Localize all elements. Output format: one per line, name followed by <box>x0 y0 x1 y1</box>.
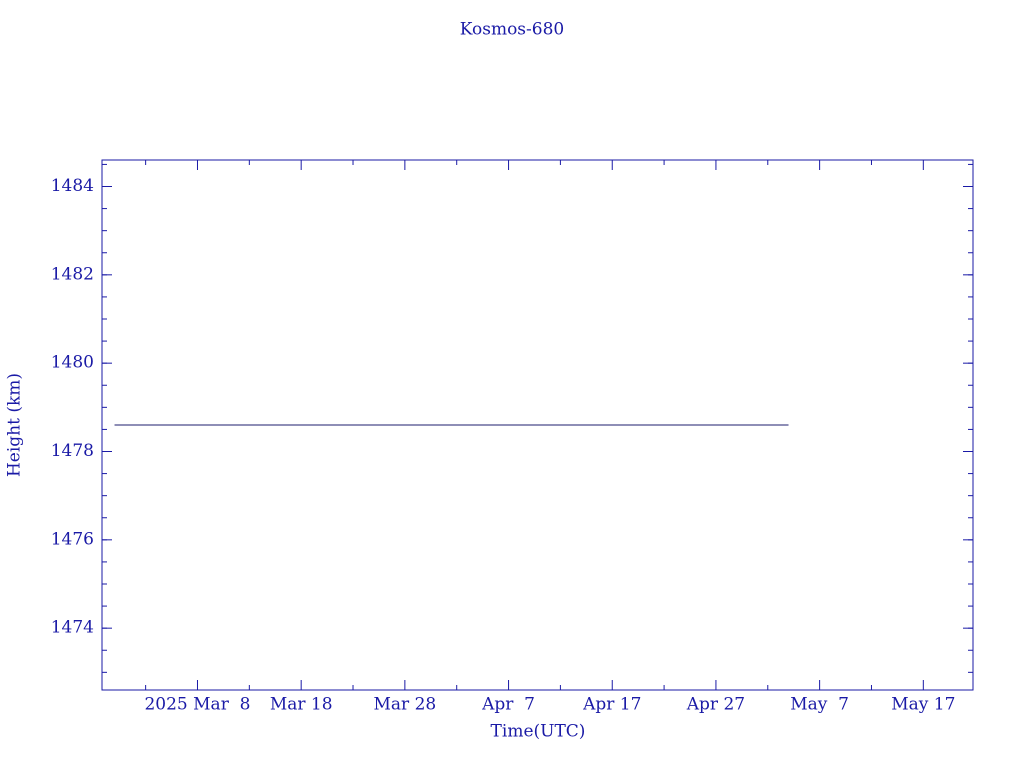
x-tick-label: May 17 <box>891 695 955 715</box>
x-tick-label: Apr 27 <box>686 695 745 715</box>
chart-title: Kosmos-680 <box>460 20 564 40</box>
y-tick-label: 1480 <box>51 353 94 373</box>
x-axis-label: Time(UTC) <box>491 722 586 742</box>
x-tick-label: Mar 18 <box>270 695 333 715</box>
x-tick-label: Apr 7 <box>481 695 535 715</box>
x-tick-label: May 7 <box>790 695 849 715</box>
y-tick-label: 1474 <box>51 618 94 638</box>
y-tick-label: 1482 <box>51 264 94 284</box>
y-tick-label: 1478 <box>51 441 94 461</box>
x-tick-label: Mar 28 <box>374 695 437 715</box>
y-axis-label: Height (km) <box>5 373 25 477</box>
x-tick-label: Apr 17 <box>582 695 641 715</box>
y-tick-label: 1476 <box>51 529 94 549</box>
x-tick-label: 2025 Mar 8 <box>144 695 250 715</box>
y-tick-label: 1484 <box>51 176 94 196</box>
plot-frame <box>101 159 974 691</box>
